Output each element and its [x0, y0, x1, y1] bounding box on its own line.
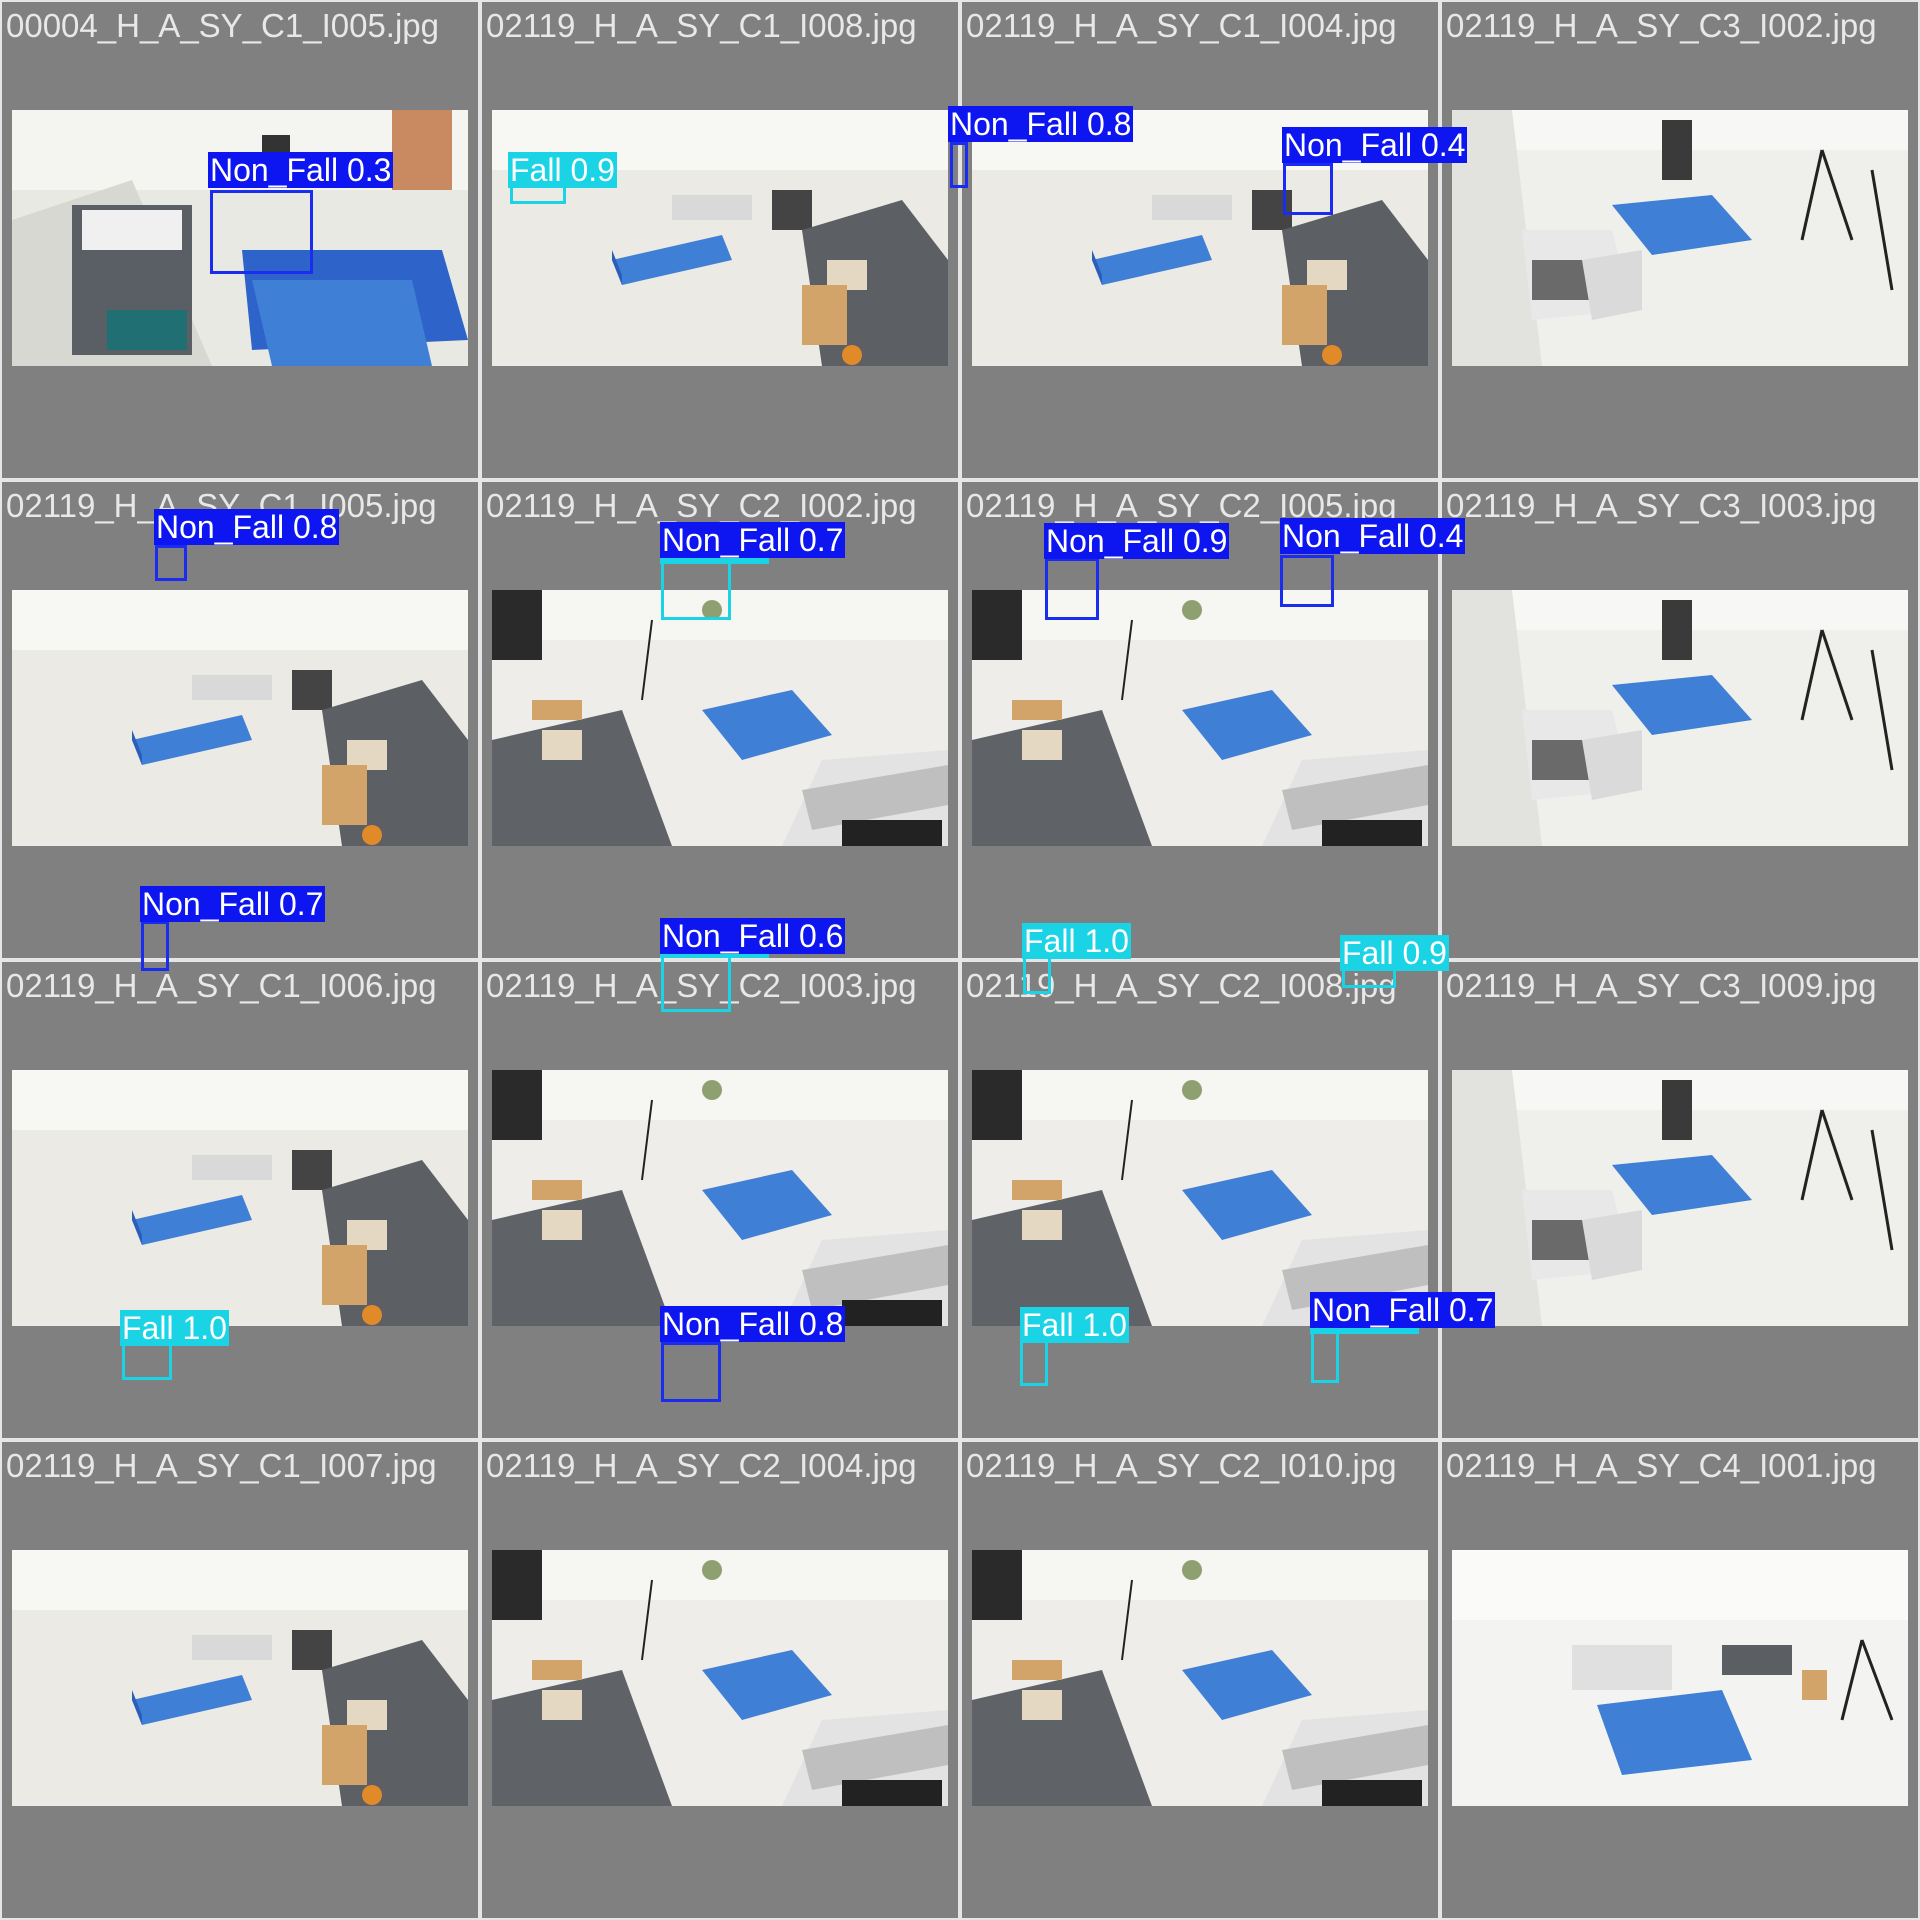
- scene-photo: [12, 1070, 468, 1326]
- filename-label: 02119_H_A_SY_C2_I003.jpg: [486, 967, 917, 1004]
- filename-label: 02119_H_A_SY_C2_I010.jpg: [966, 1447, 1397, 1484]
- image-tile: 02119_H_A_SY_C2_I008.jpg: [962, 962, 1438, 1438]
- filename-label: 02119_H_A_SY_C1_I004.jpg: [966, 7, 1397, 44]
- scene-photo: [1452, 590, 1908, 846]
- image-tile: 02119_H_A_SY_C3_I009.jpg: [1442, 962, 1918, 1438]
- detection-label: Non_Fall 0.7: [140, 886, 326, 922]
- detection-label: Non_Fall 0.4: [1282, 127, 1468, 163]
- image-tile: 02119_H_A_SY_C3_I003.jpg: [1442, 482, 1918, 958]
- image-tile: 02119_H_A_SY_C3_I002.jpg: [1442, 2, 1918, 478]
- filename-label: 02119_H_A_SY_C1_I006.jpg: [6, 967, 437, 1004]
- detection-label: Non_Fall 0.7: [660, 522, 846, 558]
- filename-label: 02119_H_A_SY_C2_I005.jpg: [966, 487, 1397, 524]
- detection-label: Non_Fall 0.4: [1280, 518, 1466, 554]
- filename-label: 02119_H_A_SY_C1_I007.jpg: [6, 1447, 437, 1484]
- scene-photo: [492, 1070, 948, 1326]
- detection-box: [1283, 163, 1333, 215]
- detection-box: [155, 545, 187, 581]
- scene-photo: [972, 590, 1428, 846]
- detection-box: [1020, 1340, 1048, 1386]
- detection-label: Fall 0.9: [1340, 935, 1449, 971]
- scene-photo: [492, 110, 948, 366]
- detection-label: Non_Fall 0.8: [948, 106, 1134, 142]
- detection-box: [122, 1340, 172, 1380]
- filename-label: 02119_H_A_SY_C3_I009.jpg: [1446, 967, 1877, 1004]
- detection-box: [661, 952, 731, 1012]
- detection-label: Non_Fall 0.3: [208, 152, 394, 188]
- filename-label: 02119_H_A_SY_C2_I004.jpg: [486, 1447, 917, 1484]
- scene-photo: [12, 1550, 468, 1806]
- scene-photo: [1452, 1550, 1908, 1806]
- image-tile: 02119_H_A_SY_C1_I007.jpg: [2, 1442, 478, 1918]
- image-tile: 02119_H_A_SY_C2_I005.jpg: [962, 482, 1438, 958]
- detection-box: [1311, 1327, 1339, 1383]
- image-tile: 02119_H_A_SY_C2_I002.jpg: [482, 482, 958, 958]
- scene-photo: [492, 1550, 948, 1806]
- detection-box: [661, 1342, 721, 1402]
- scene-photo: [972, 1070, 1428, 1326]
- scene-photo: [12, 590, 468, 846]
- filename-label: 02119_H_A_SY_C1_I008.jpg: [486, 7, 917, 44]
- detection-box: [1023, 956, 1051, 994]
- detection-label: Non_Fall 0.9: [1044, 523, 1230, 559]
- scene-photo: [1452, 1070, 1908, 1326]
- image-tile: 02119_H_A_SY_C2_I003.jpg: [482, 962, 958, 1438]
- filename-label: 00004_H_A_SY_C1_I005.jpg: [6, 7, 440, 44]
- filename-label: 02119_H_A_SY_C3_I003.jpg: [1446, 487, 1877, 524]
- detection-box: [141, 921, 169, 971]
- detection-box: [1045, 558, 1099, 620]
- filename-label: 02119_H_A_SY_C2_I002.jpg: [486, 487, 917, 524]
- detection-box: [1280, 555, 1334, 607]
- detection-label: Fall 1.0: [1020, 1307, 1129, 1343]
- detection-label: Non_Fall 0.7: [1310, 1292, 1496, 1328]
- detection-label: Fall 0.9: [508, 152, 617, 188]
- image-tile: 02119_H_A_SY_C4_I001.jpg: [1442, 1442, 1918, 1918]
- image-tile: 02119_H_A_SY_C1_I006.jpg: [2, 962, 478, 1438]
- image-tile: 02119_H_A_SY_C2_I004.jpg: [482, 1442, 958, 1918]
- filename-label: 02119_H_A_SY_C2_I008.jpg: [966, 967, 1397, 1004]
- detection-label: Non_Fall 0.8: [154, 509, 340, 545]
- filename-label: 02119_H_A_SY_C3_I002.jpg: [1446, 7, 1877, 44]
- filename-label: 02119_H_A_SY_C4_I001.jpg: [1446, 1447, 1877, 1484]
- image-tile: 02119_H_A_SY_C1_I008.jpg: [482, 2, 958, 478]
- scene-photo: [492, 590, 948, 846]
- detection-box: [661, 558, 731, 620]
- detection-box: [210, 190, 313, 274]
- detection-box: [950, 142, 968, 188]
- scene-photo: [972, 1550, 1428, 1806]
- image-tile: 02119_H_A_SY_C1_I005.jpg: [2, 482, 478, 958]
- detection-label: Non_Fall 0.6: [660, 918, 846, 954]
- detection-label: Fall 1.0: [1022, 923, 1131, 959]
- detection-box: [1342, 968, 1396, 988]
- scene-photo: [1452, 110, 1908, 366]
- image-tile: 02119_H_A_SY_C2_I010.jpg: [962, 1442, 1438, 1918]
- detection-label: Non_Fall 0.8: [660, 1306, 846, 1342]
- detection-label: Fall 1.0: [120, 1310, 229, 1346]
